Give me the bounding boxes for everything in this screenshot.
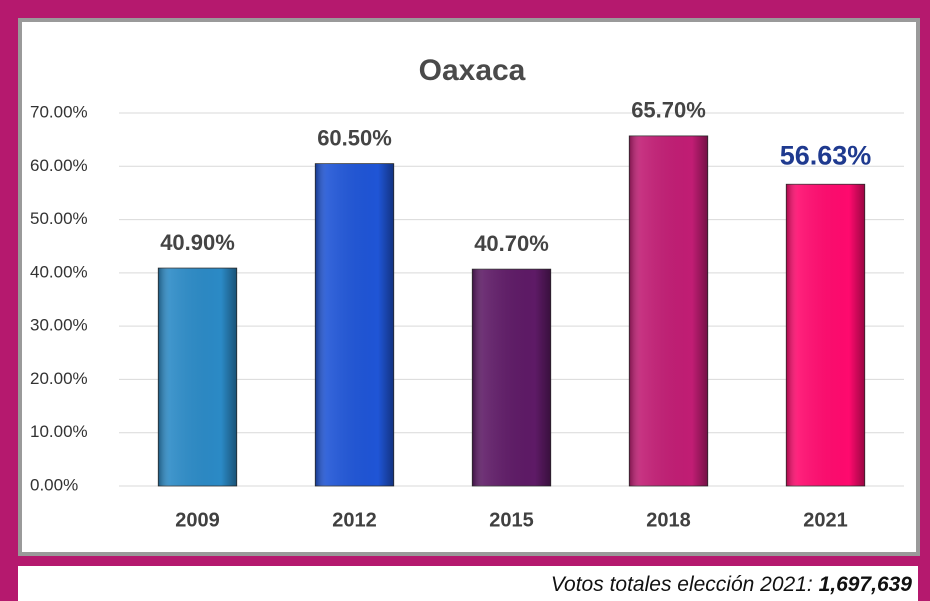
note-label: Votos totales elección 2021:	[551, 573, 813, 596]
value-label: 40.90%	[160, 230, 235, 255]
note-box	[18, 566, 918, 601]
y-tick-label: 10.00%	[30, 422, 88, 441]
y-tick-label: 20.00%	[30, 369, 88, 388]
value-label: 60.50%	[317, 125, 392, 150]
note: Votos totales elección 2021: 1,697,639	[551, 573, 912, 596]
x-tick-label: 2018	[646, 509, 691, 531]
y-tick-label: 40.00%	[30, 262, 88, 281]
y-tick-label: 70.00%	[30, 102, 88, 121]
y-tick-label: 60.00%	[30, 156, 88, 175]
note-value: 1,697,639	[819, 573, 913, 596]
y-tick-label: 30.00%	[30, 316, 88, 335]
y-tick-label: 0.00%	[30, 475, 78, 494]
x-tick-label: 2015	[489, 509, 534, 531]
x-tick-label: 2009	[175, 509, 220, 531]
value-label: 65.70%	[631, 98, 706, 123]
y-tick-label: 50.00%	[30, 209, 88, 228]
bar	[157, 267, 238, 487]
value-label: 40.70%	[474, 231, 549, 256]
chart-title: Oaxaca	[419, 54, 526, 87]
bar	[471, 268, 552, 487]
bar	[785, 183, 866, 487]
x-tick-label: 2012	[332, 509, 377, 531]
x-tick-label: 2021	[803, 509, 848, 531]
chart-panel	[18, 18, 920, 556]
bar	[314, 163, 395, 487]
bar	[628, 135, 709, 487]
value-label: 56.63%	[780, 140, 872, 170]
